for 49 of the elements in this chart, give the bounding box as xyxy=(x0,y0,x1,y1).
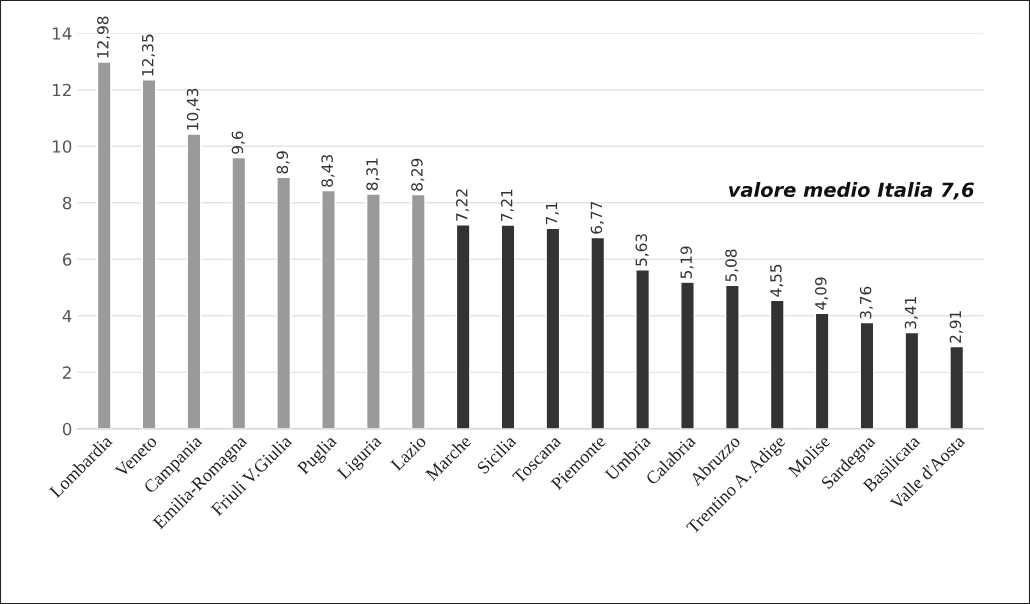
data-label: 12,98 xyxy=(97,16,111,58)
y-tick-label: 12 xyxy=(53,83,71,97)
data-label: 4,09 xyxy=(814,277,829,310)
data-label: 8,31 xyxy=(366,158,380,191)
y-tick-label: 10 xyxy=(53,140,72,153)
bar xyxy=(904,331,920,429)
data-label: 7,22 xyxy=(456,189,470,221)
annotation: valore medio Italia 7,6 xyxy=(728,182,974,200)
bar xyxy=(500,224,516,429)
y-tick-label: 14 xyxy=(53,27,72,40)
bar xyxy=(859,321,875,429)
bar xyxy=(141,79,157,429)
data-label: 7,21 xyxy=(500,189,515,222)
bar xyxy=(96,61,112,429)
bar xyxy=(455,224,471,429)
data-label: 12,35 xyxy=(141,34,156,76)
y-tick-label: 2 xyxy=(63,366,71,379)
y-tick-label: 6 xyxy=(62,253,72,266)
bar xyxy=(365,193,381,429)
data-label: 5,19 xyxy=(680,246,694,279)
y-tick-label: 0 xyxy=(62,422,72,436)
bar xyxy=(186,133,202,429)
bar xyxy=(545,227,561,429)
data-label: 2,91 xyxy=(949,311,963,343)
data-label: 5,08 xyxy=(725,249,739,282)
data-label: 10,43 xyxy=(186,88,200,130)
data-label: 8,29 xyxy=(411,158,425,191)
data-label: 5,63 xyxy=(635,234,649,266)
bar xyxy=(635,269,651,429)
bar xyxy=(276,176,292,429)
data-label: 9,6 xyxy=(231,131,245,154)
data-label: 8,43 xyxy=(321,155,335,187)
bar xyxy=(410,193,426,429)
data-label: 3,76 xyxy=(859,286,873,319)
data-label: 6,77 xyxy=(590,201,604,234)
bar xyxy=(949,345,965,429)
bar xyxy=(680,281,695,429)
data-label: 3,41 xyxy=(904,297,918,329)
bar xyxy=(769,299,785,429)
data-label: 7,1 xyxy=(545,202,559,225)
y-tick-label: 4 xyxy=(62,309,72,323)
data-label: 8,9 xyxy=(276,151,290,174)
bar xyxy=(231,156,247,429)
y-tick-label: 8 xyxy=(62,196,72,210)
bar xyxy=(321,189,336,429)
bar xyxy=(814,312,830,429)
data-label: 4,55 xyxy=(770,264,784,297)
bar xyxy=(724,284,740,429)
bar xyxy=(590,236,606,429)
